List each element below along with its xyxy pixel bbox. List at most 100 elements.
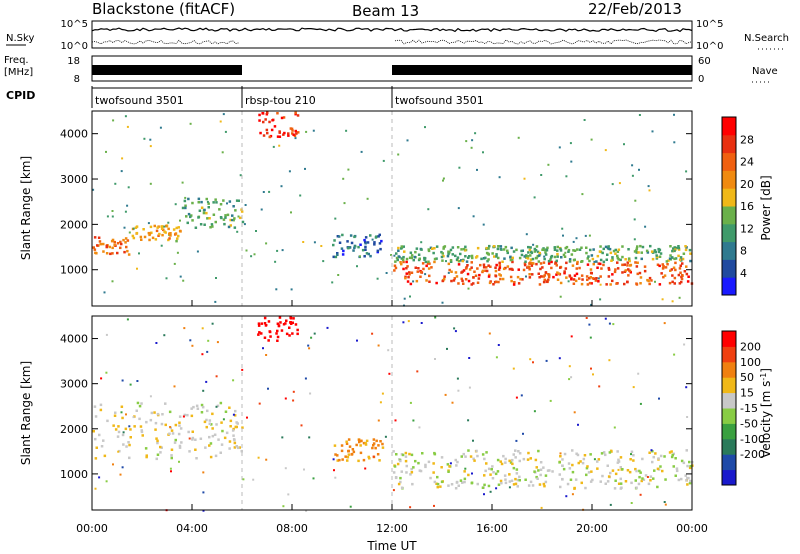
range-cell [559, 249, 563, 252]
range-cell [168, 432, 171, 435]
range-cell [514, 482, 518, 486]
range-cell [648, 189, 651, 192]
range-cell [528, 248, 532, 252]
range-cell [495, 263, 498, 267]
range-cell [436, 482, 440, 486]
range-cell [136, 401, 140, 405]
range-cell [105, 252, 109, 255]
range-cell [205, 418, 208, 422]
range-cell [586, 465, 589, 468]
range-cell [495, 255, 498, 258]
range-cell [397, 249, 400, 252]
range-cell [561, 477, 564, 481]
range-cell [127, 186, 130, 189]
range-cell [449, 248, 453, 252]
range-cell [294, 112, 297, 116]
range-cell [219, 203, 223, 206]
xtick-label: 16:00 [476, 522, 508, 535]
range-cell [178, 415, 182, 418]
range-cell [607, 275, 611, 278]
range-cell [432, 462, 435, 465]
range-cell [236, 230, 239, 233]
range-cell [555, 273, 558, 276]
range-cell [614, 472, 618, 476]
range-cell [111, 246, 114, 250]
range-cell [108, 245, 111, 249]
range-cell [617, 482, 621, 485]
range-cell [292, 133, 295, 136]
range-cell [600, 452, 604, 455]
range-cell [420, 322, 423, 324]
range-cell [190, 407, 193, 410]
range-cell [585, 473, 588, 477]
range-cell [639, 244, 642, 248]
range-cell [558, 473, 561, 476]
range-cell [514, 449, 517, 452]
range-cell [111, 280, 114, 283]
range-cell [658, 248, 662, 252]
range-cell [120, 405, 124, 408]
range-cell [232, 379, 235, 382]
noise-sky-line [91, 27, 693, 33]
range-cell [529, 254, 532, 257]
range-cell [268, 330, 272, 334]
range-cell [461, 259, 464, 263]
range-cell [421, 262, 425, 265]
range-cell [404, 451, 408, 455]
ytick-label: 3000 [60, 378, 88, 391]
range-cell [688, 481, 692, 485]
range-cell [401, 453, 405, 457]
range-cell [529, 358, 532, 361]
range-cell [168, 237, 171, 240]
range-cell [611, 279, 614, 283]
range-cell [171, 432, 175, 435]
range-cell [341, 253, 345, 256]
range-cell [211, 434, 215, 438]
range-cell [409, 473, 412, 476]
range-cell [388, 372, 391, 375]
range-cell [442, 254, 445, 258]
range-cell [591, 277, 595, 280]
range-cell [144, 447, 148, 450]
time-axis: 00:00 04:00 08:00 12:00 16:00 20:00 00:00 [76, 522, 708, 535]
range-cell [359, 243, 362, 246]
range-cell [424, 465, 427, 469]
freq-label-line1: Freq. [4, 55, 29, 66]
range-cell [602, 247, 605, 251]
range-cell [191, 219, 194, 222]
range-cell [197, 201, 200, 204]
range-cell [351, 448, 355, 451]
range-cell [208, 217, 211, 220]
range-cell [671, 249, 674, 253]
range-cell [164, 402, 167, 405]
range-cell [279, 321, 282, 324]
range-cell [404, 275, 407, 279]
range-cell [410, 254, 414, 257]
range-cell [518, 459, 521, 463]
range-cell [377, 344, 380, 347]
range-cell [229, 419, 233, 423]
range-cell [177, 234, 180, 238]
range-cell [160, 244, 163, 247]
range-cell [479, 263, 482, 267]
range-cell [526, 255, 530, 258]
range-cell [362, 441, 366, 445]
range-cell [498, 264, 502, 267]
range-cell [686, 416, 689, 418]
range-cell [313, 241, 316, 244]
range-cell [257, 333, 260, 336]
range-cell [475, 449, 478, 453]
range-cell [590, 254, 594, 257]
range-cell [333, 469, 335, 472]
range-cell [582, 457, 586, 461]
range-cell [176, 237, 179, 240]
range-cell [427, 248, 430, 251]
range-cell [671, 300, 674, 303]
range-cell [589, 480, 593, 483]
range-cell [112, 424, 115, 427]
range-cell [444, 393, 447, 396]
range-cell [117, 430, 121, 434]
range-cell [509, 258, 513, 262]
range-cell [455, 258, 459, 261]
range-cell [116, 251, 119, 255]
